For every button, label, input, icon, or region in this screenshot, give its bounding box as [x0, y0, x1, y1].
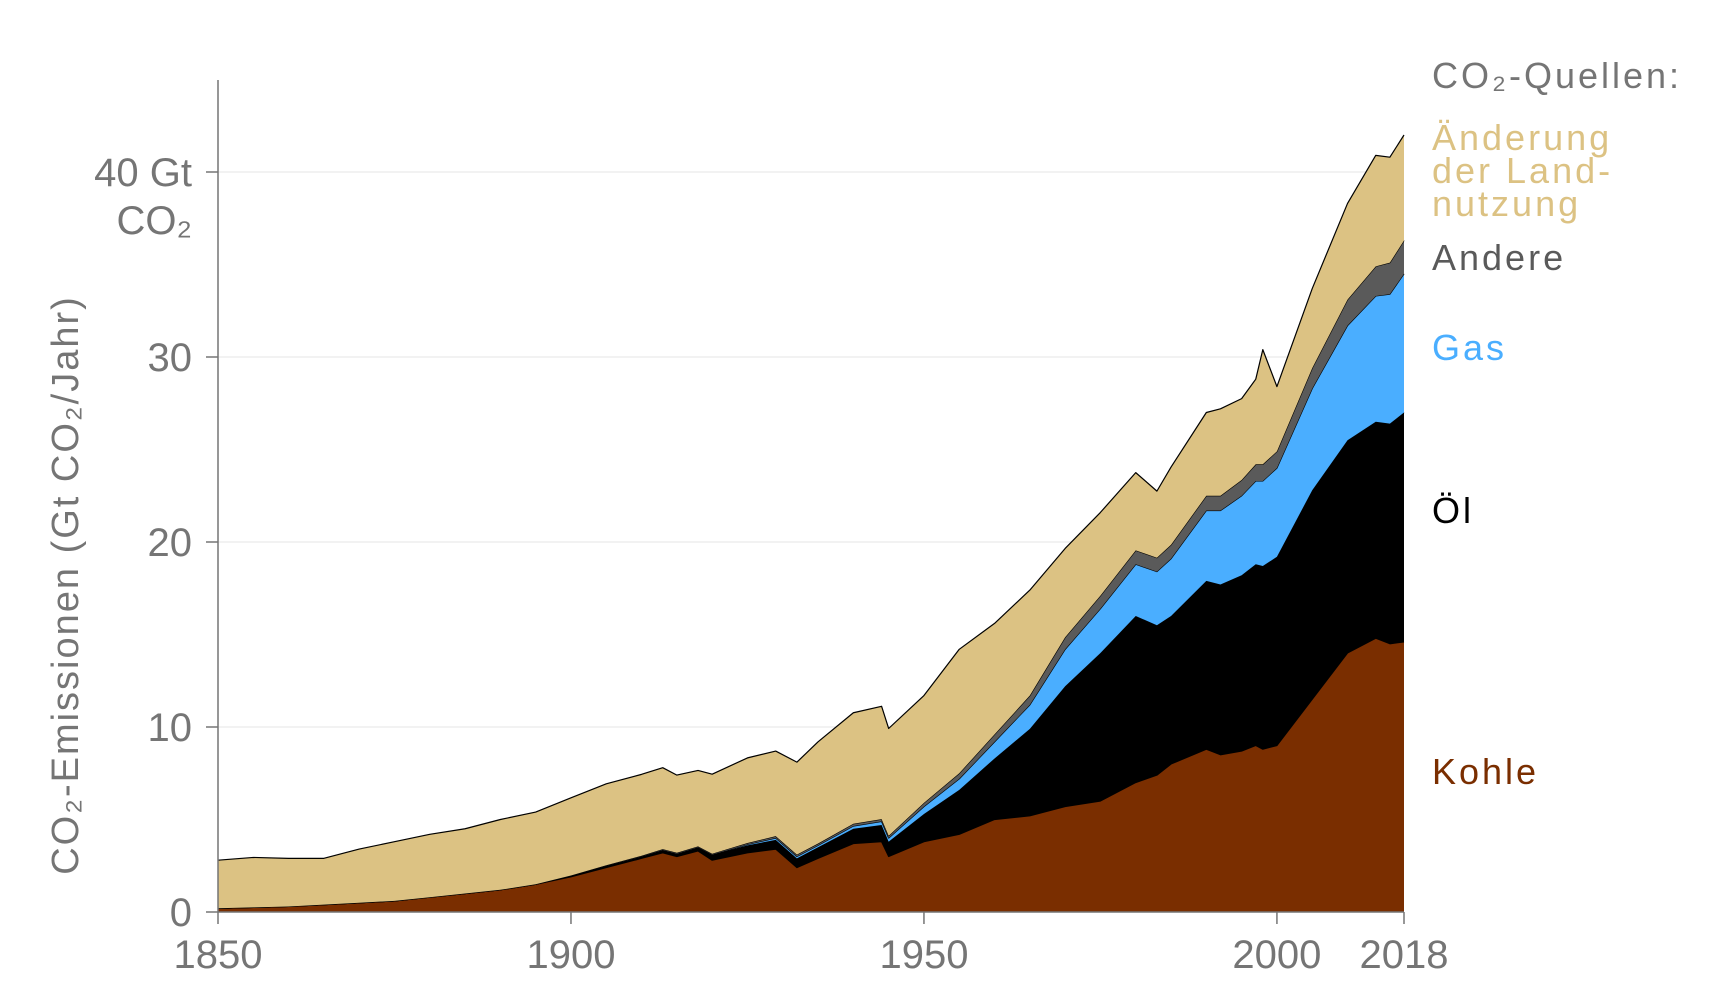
y-tick-label-10: 10: [148, 706, 193, 750]
area-outline-land: [217, 134, 1405, 861]
x-tick-label-2000: 2000: [1232, 933, 1321, 977]
legend-title: CO₂-Quellen:: [1432, 55, 1682, 96]
legend-gas: Gas: [1432, 327, 1507, 368]
axes: [217, 80, 1404, 913]
y-tick-label-40: 40 Gt: [94, 151, 192, 195]
area-kohle: [218, 638, 1404, 912]
y-axis-label: CO₂-Emissionen (Gt CO₂/Jahr): [45, 295, 87, 875]
legend-andere: Andere: [1432, 237, 1566, 278]
x-tick-label-1950: 1950: [879, 933, 968, 977]
y-tick-label-0: 0: [170, 891, 192, 935]
y-tick-label-30: 30: [148, 336, 193, 380]
x-tick-label-2018: 2018: [1360, 933, 1449, 977]
legend-kohle: Kohle: [1432, 751, 1539, 792]
legend-oel: Öl: [1432, 490, 1474, 531]
legend-land-line-1: Änderung: [1432, 117, 1612, 158]
x-tick-label-1900: 1900: [526, 933, 615, 977]
legend-land-line-3: nutzung: [1432, 183, 1581, 224]
area-oel: [218, 412, 1404, 909]
legend-land-line-2: der Land-: [1432, 150, 1613, 191]
y-unit-label: CO₂: [116, 199, 192, 243]
area-gas: [218, 273, 1404, 909]
stacked-areas: [217, 134, 1405, 912]
tick-labels: 0 10 20 30 1850 1900 1950 2000 2018: [148, 171, 1449, 977]
area-land: [218, 135, 1404, 909]
x-tick-label-1850: 1850: [174, 933, 263, 977]
y-tick-label-20: 20: [148, 521, 193, 565]
